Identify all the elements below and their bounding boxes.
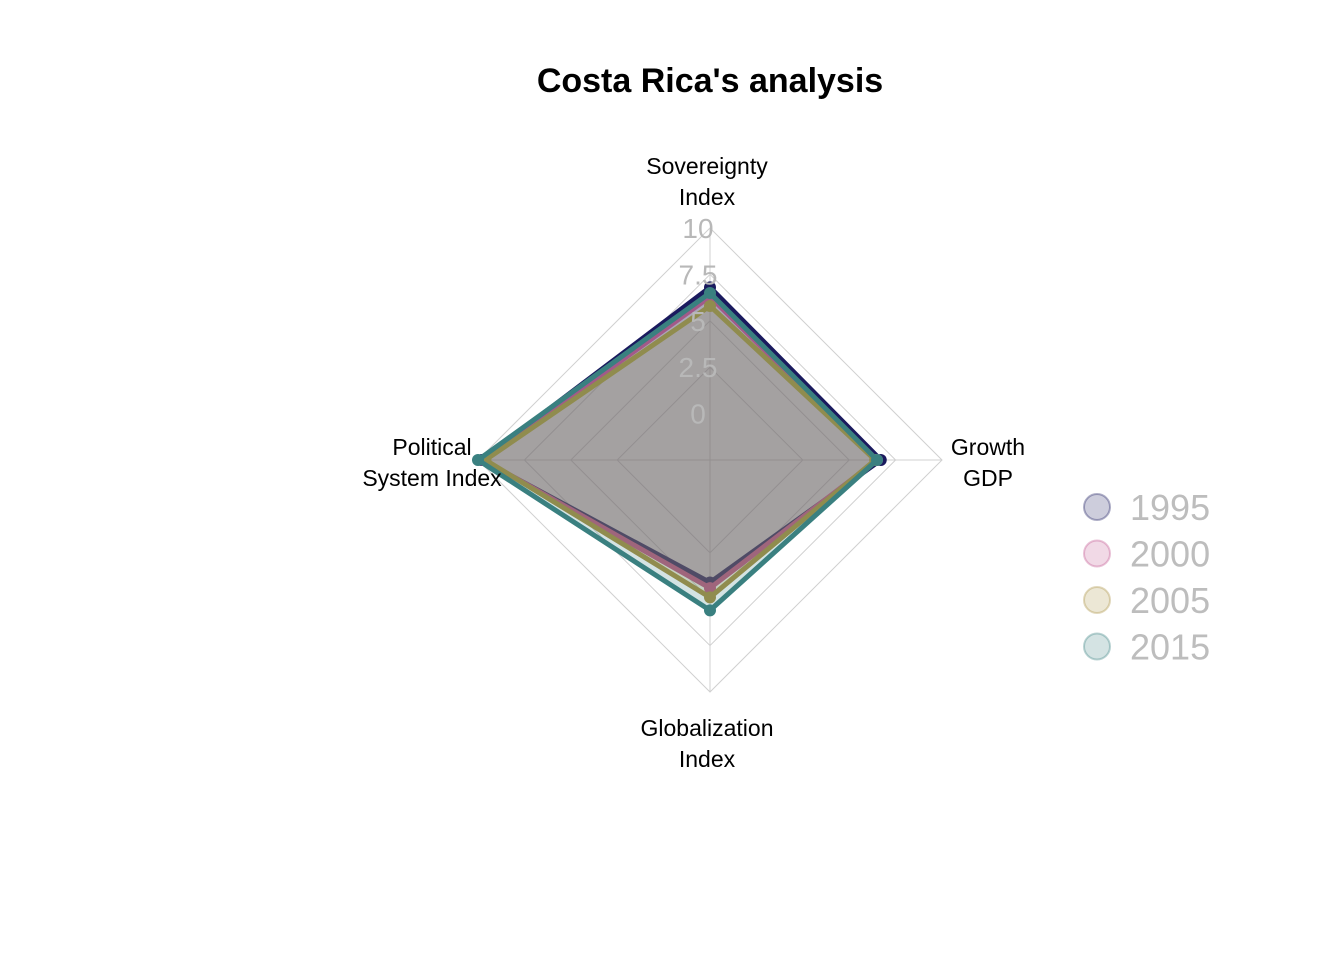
axis-label-3-line-0: Political (392, 434, 471, 460)
legend-key-2005 (1083, 586, 1111, 614)
series-2015-area (475, 290, 880, 613)
legend-key-1995 (1083, 493, 1111, 521)
axis-label-1-line-1: GDP (963, 465, 1013, 491)
series-2015-point-0 (704, 286, 716, 299)
axis-label-2-line-1: Index (679, 746, 736, 772)
tick-label-2: 5 (690, 306, 706, 337)
axis-label-1: Growth GDP (951, 434, 1025, 491)
axis-label-2: Globalization Index (641, 715, 774, 772)
legend-label-2000: 2000 (1130, 534, 1210, 575)
chart-title: Costa Rica's analysis (537, 62, 883, 100)
axis-label-0: Sovereignty Index (646, 153, 768, 210)
axis-label-3-line-1: System Index (362, 465, 502, 491)
series-2005-point-2 (704, 591, 716, 604)
tick-label-3: 7.5 (679, 259, 718, 290)
tick-label-1: 2.5 (679, 352, 718, 383)
series-2015-point-3 (472, 454, 484, 466)
axis-label-3: Political System Index (362, 434, 502, 491)
axis-label-0-line-1: Index (679, 184, 736, 210)
legend-key-2000 (1083, 539, 1111, 568)
axis-label-2-line-0: Globalization (641, 715, 774, 741)
series-2000-point-2 (704, 582, 716, 595)
legend: 1995 2000 2005 2015 (1083, 487, 1210, 668)
tick-label-0: 0 (690, 399, 706, 430)
series-layer (472, 281, 887, 617)
grid (477, 227, 943, 693)
series-2015-point-1 (871, 454, 884, 466)
axis-label-0-line-0: Sovereignty (646, 153, 768, 179)
series-2005-point-0 (704, 299, 716, 312)
legend-key-2015 (1083, 632, 1111, 661)
tick-labels: 0 2.5 5 7.5 10 (679, 213, 718, 430)
legend-label-2015: 2015 (1130, 627, 1210, 668)
series-2015-point-2 (704, 604, 716, 617)
legend-label-1995: 1995 (1130, 487, 1210, 528)
axis-labels: Sovereignty Index Growth GDP Globalization In… (362, 153, 1025, 772)
legend-label-2005: 2005 (1130, 580, 1210, 621)
tick-label-4: 10 (682, 213, 713, 244)
axis-label-1-line-0: Growth (951, 434, 1025, 460)
